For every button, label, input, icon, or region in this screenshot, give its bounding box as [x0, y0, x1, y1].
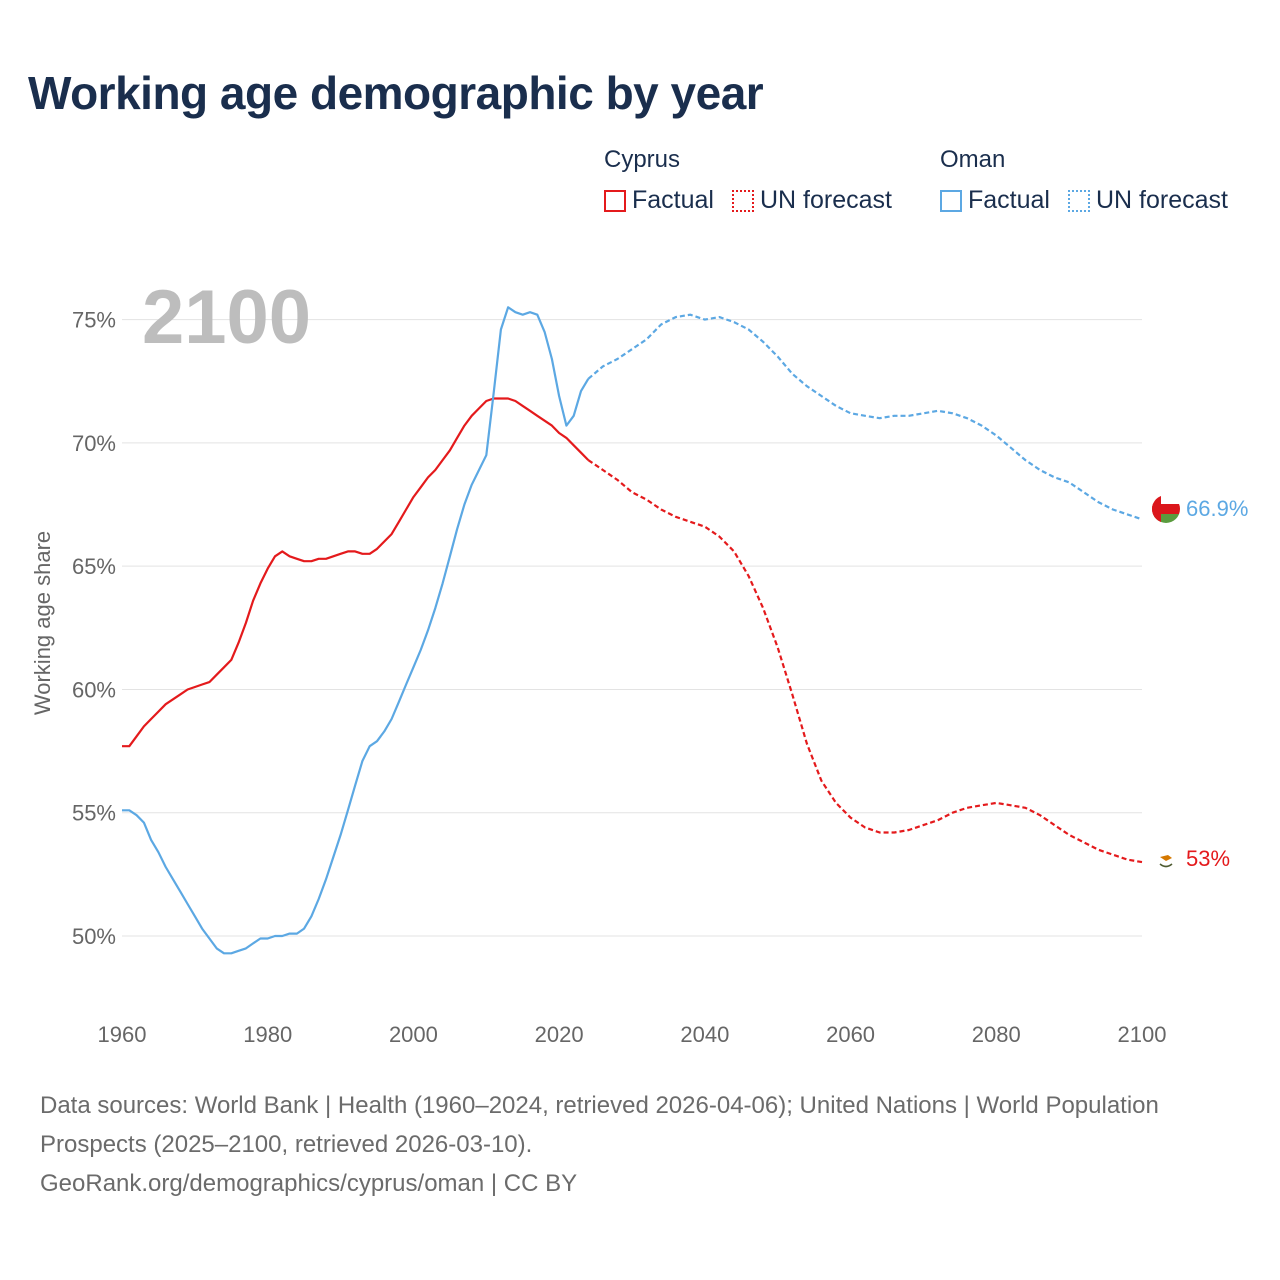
- gridlines: [122, 319, 1142, 937]
- y-tick-label: 50%: [72, 924, 116, 949]
- x-tick-label: 2020: [535, 1022, 584, 1047]
- legend-country-label: Cyprus: [604, 146, 681, 173]
- data-sources-text: Data sources: World Bank | Health (1960–…: [40, 1092, 1159, 1158]
- x-tick-label: 2060: [826, 1022, 875, 1047]
- x-tick-label: 2040: [680, 1022, 729, 1047]
- year-display: 2100: [142, 275, 311, 360]
- y-axis-label: Working age share: [30, 531, 55, 715]
- legend-item-label: UN forecast: [1095, 186, 1228, 214]
- x-tick-label: 2000: [389, 1022, 438, 1047]
- legend-swatch-solid-icon: [940, 189, 962, 212]
- legend-item-cyprus-forecast[interactable]: UN forecast: [731, 186, 892, 215]
- credit-link[interactable]: GeoRank.org/demographics/cyprus/oman | C…: [40, 1170, 578, 1197]
- y-tick-label: 75%: [72, 308, 116, 333]
- x-tick-label: 1960: [98, 1022, 147, 1047]
- end-markers: 66.9% 53%: [1152, 495, 1248, 871]
- legend-item-label: UN forecast: [759, 186, 892, 214]
- series-line-cyprus-forecast: [587, 459, 1143, 864]
- series-line-cyprus-factual: [122, 397, 590, 748]
- end-value-label-cyprus: 53%: [1186, 846, 1230, 871]
- y-tick-label: 55%: [72, 801, 116, 826]
- legend-swatch-solid-icon: [604, 189, 626, 212]
- cyprus-flag-icon: [1157, 851, 1175, 869]
- y-axis-ticks: 50% 55% 60% 65% 70% 75%: [72, 308, 116, 949]
- legend-group-cyprus: Cyprus Factual UN forecast: [604, 146, 892, 215]
- x-tick-label: 2080: [972, 1022, 1021, 1047]
- legend-item-label: Factual: [968, 186, 1050, 214]
- legend-item-label: Factual: [632, 186, 714, 214]
- x-tick-label: 2100: [1118, 1022, 1167, 1047]
- legend-country-label: Oman: [940, 146, 1006, 173]
- footer: Data sources: World Bank | Health (1960–…: [40, 1086, 1220, 1203]
- series-lines: [122, 306, 1143, 955]
- series-line-oman-forecast: [587, 313, 1143, 521]
- legend-item-cyprus-factual[interactable]: Factual: [604, 186, 714, 215]
- series-line-oman-factual: [122, 306, 590, 955]
- legend-group-oman: Oman Factual UN forecast: [940, 146, 1228, 215]
- x-tick-label: 1980: [243, 1022, 292, 1047]
- y-tick-label: 60%: [72, 677, 116, 702]
- x-axis-ticks: 1960 1980 2000 2020 2040 2060 2080 2100: [98, 1022, 1167, 1047]
- legend-item-oman-factual[interactable]: Factual: [940, 186, 1050, 215]
- end-value-label-oman: 66.9%: [1186, 496, 1248, 521]
- chart-title: Working age demographic by year: [28, 67, 764, 119]
- oman-flag-icon: [1152, 495, 1180, 523]
- legend-swatch-dotted-icon: [1067, 189, 1090, 212]
- legend-item-oman-forecast[interactable]: UN forecast: [1067, 186, 1228, 215]
- y-tick-label: 70%: [72, 431, 116, 456]
- legend-swatch-dotted-icon: [731, 189, 754, 212]
- y-tick-label: 65%: [72, 554, 116, 579]
